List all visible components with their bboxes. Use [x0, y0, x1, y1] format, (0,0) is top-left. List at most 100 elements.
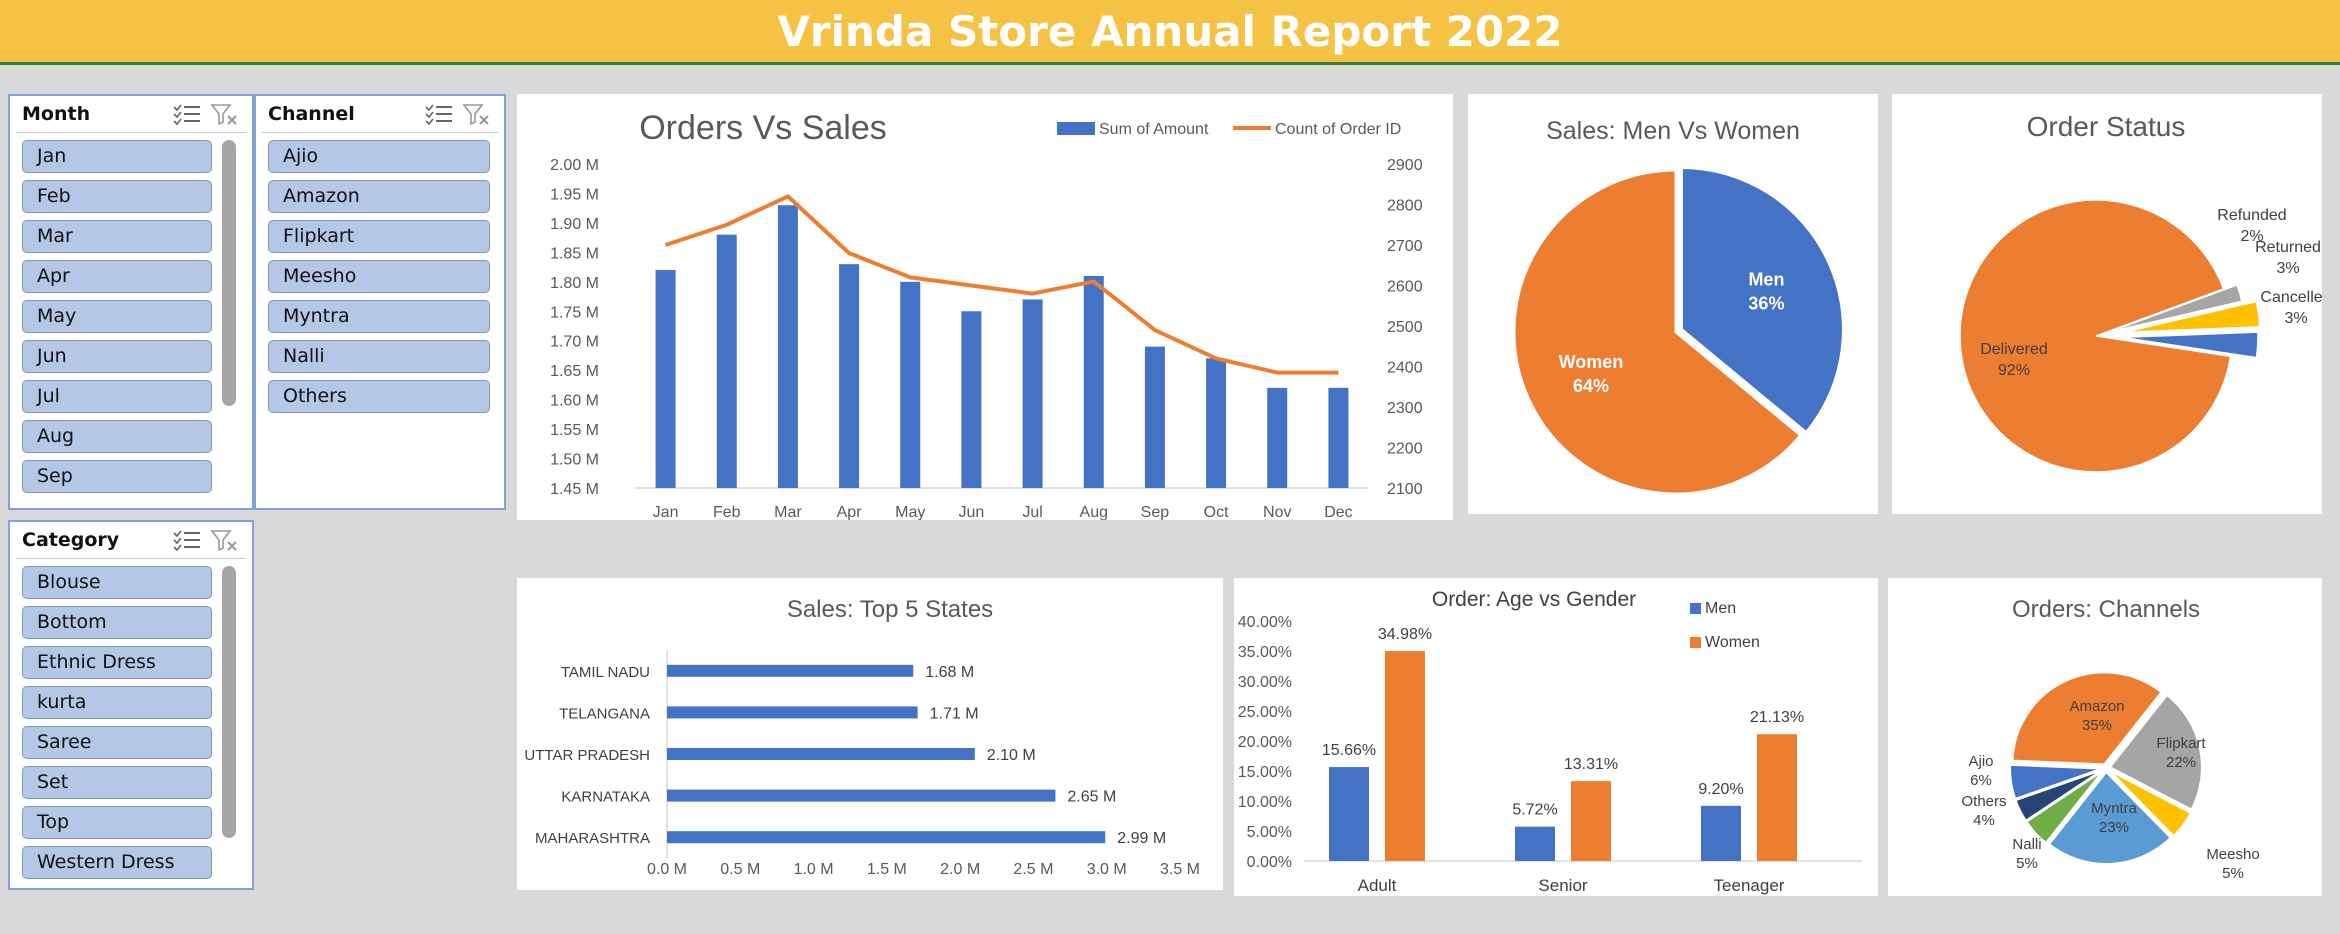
x-tick-label: Nov: [1263, 504, 1291, 520]
y-tick-label: 15.00%: [1238, 764, 1292, 781]
category-slicer[interactable]: Category Blouse Bottom Ethnic Dress kurta Sa…: [8, 520, 254, 890]
y-tick-label: KARNATAKA: [561, 789, 650, 806]
slice-ajio: [2009, 763, 2103, 801]
x-tick-label: Oct: [1204, 504, 1229, 520]
bar-value-label: 34.98%: [1378, 626, 1432, 643]
legend-swatch-women: [1690, 637, 1701, 648]
bar-value-label: 2.10 M: [987, 747, 1036, 764]
bar-value-label: 2.65 M: [1067, 789, 1116, 806]
order-status-chart: Order Status Delivered 92% Refunded 2%Return…: [1959, 111, 2332, 473]
category-scrollbar[interactable]: [222, 566, 236, 838]
slice-label-name: Men: [1748, 269, 1784, 289]
category-slicer-header: Category: [16, 522, 246, 559]
slice-label-name: Ajio: [1968, 753, 1993, 770]
bar-value-label: 1.68 M: [925, 664, 974, 681]
slice-men: [1679, 165, 1845, 435]
y-right-tick-label: 2800: [1387, 198, 1423, 215]
x-tick-label: 0.5 M: [720, 861, 760, 878]
slice-label-name: Myntra: [2091, 800, 2138, 817]
slicer-item-bottom[interactable]: Bottom: [22, 606, 212, 639]
y-tick-label: UTTAR PRADESH: [524, 747, 650, 764]
clear-filter-icon[interactable]: [210, 102, 240, 126]
slicer-item-ajio[interactable]: Ajio: [268, 140, 490, 173]
month-slicer-items: Jan Feb Mar Apr May Jun Jul Aug Sep: [22, 140, 212, 500]
slice-label-name: Cancelled: [2260, 289, 2322, 306]
channel-slicer-header: Channel: [262, 96, 498, 133]
bar-value-label: 1.71 M: [930, 705, 979, 722]
y-tick-label: MAHARASHTRA: [535, 830, 650, 847]
x-tick-label: Teenager: [1714, 876, 1785, 895]
slicer-item-meesho[interactable]: Meesho: [268, 260, 490, 293]
x-tick-label: Senior: [1538, 876, 1587, 895]
y-tick-label: TAMIL NADU: [561, 664, 650, 681]
slicer-item-flipkart[interactable]: Flipkart: [268, 220, 490, 253]
slicer-item-ethnic-dress[interactable]: Ethnic Dress: [22, 646, 212, 679]
slice-others: [2014, 768, 2103, 823]
slicer-item-jul[interactable]: Jul: [22, 380, 212, 413]
slice-label-name: Delivered: [1980, 341, 2048, 358]
slice-label-pct: 5%: [2016, 855, 2038, 872]
channels-panel: Orders: Channels Amazon 35% Flipkart 22% Mees…: [1888, 578, 2322, 896]
bar-value-label: 2.99 M: [1117, 830, 1166, 847]
slicer-item-apr[interactable]: Apr: [22, 260, 212, 293]
top-states-chart: Sales: Top 5 States 0.0 M 0.5 M 1.0 M 1.5 M 2…: [524, 596, 1200, 878]
y-left-tick-label: 1.80 M: [550, 275, 599, 292]
y-left-tick-label: 1.90 M: [550, 216, 599, 233]
slicer-item-jan[interactable]: Jan: [22, 140, 212, 173]
slicer-item-myntra[interactable]: Myntra: [268, 300, 490, 333]
slicer-item-nalli[interactable]: Nalli: [268, 340, 490, 373]
age-gender-chart: Order: Age vs Gender Men Women 40.00% 35.00%…: [1238, 588, 1862, 895]
bar-adult-men: [1329, 767, 1369, 861]
slice-women: [1512, 168, 1803, 496]
y-left-tick-label: 1.75 M: [550, 304, 599, 321]
slice-label-pct: 64%: [1573, 376, 1609, 396]
slice-delivered: [1959, 199, 2232, 473]
slice-label-pct: 6%: [1970, 772, 1992, 789]
slice-refunded: [2109, 283, 2243, 333]
slice-label-name: Returned: [2255, 239, 2321, 256]
y-tick-label: 10.00%: [1238, 794, 1292, 811]
slicer-item-jun[interactable]: Jun: [22, 340, 212, 373]
y-left-tick-label: 1.95 M: [550, 186, 599, 203]
slicer-item-may[interactable]: May: [22, 300, 212, 333]
month-scrollbar[interactable]: [222, 140, 236, 406]
slicer-item-kurta[interactable]: kurta: [22, 686, 212, 719]
slicer-item-top[interactable]: Top: [22, 806, 212, 839]
slice-label-name: Refunded: [2217, 207, 2286, 224]
bar-may: [900, 281, 921, 488]
multi-select-icon[interactable]: [172, 528, 202, 552]
month-slicer-header: Month: [16, 96, 246, 133]
order-status-panel: Order Status Delivered 92% Refunded 2% Return…: [1892, 94, 2332, 514]
slicer-item-blouse[interactable]: Blouse: [22, 566, 212, 599]
x-tick-label: 3.0 M: [1087, 861, 1127, 878]
month-slicer[interactable]: Month Jan Feb Mar Apr May Jun Jul Aug Sep: [8, 94, 254, 510]
slicer-item-western-dress[interactable]: Western Dress: [22, 846, 212, 879]
channel-slicer[interactable]: Channel Ajio Amazon Flipkart Meesho Myntra Na…: [254, 94, 506, 510]
y-right-tick-label: 2600: [1387, 279, 1423, 296]
legend-label-amount: Sum of Amount: [1099, 121, 1209, 138]
slice-label-pct: 36%: [1748, 293, 1784, 313]
bar-oct: [1206, 358, 1227, 488]
bar-feb: [716, 234, 737, 488]
slicer-item-saree[interactable]: Saree: [22, 726, 212, 759]
bar-nov: [1267, 387, 1288, 488]
bar-tamil-nadu: [667, 664, 914, 677]
slicer-item-amazon[interactable]: Amazon: [268, 180, 490, 213]
sales-gender-panel: Sales: Men Vs Women Men 36% Women 64%: [1468, 94, 1878, 514]
clear-filter-icon[interactable]: [462, 102, 492, 126]
y-tick-label: 35.00%: [1238, 644, 1292, 661]
multi-select-icon[interactable]: [424, 102, 454, 126]
slicer-item-set[interactable]: Set: [22, 766, 212, 799]
bar-maharashtra: [667, 831, 1106, 844]
bar-dec: [1328, 387, 1349, 488]
slicer-item-sep[interactable]: Sep: [22, 460, 212, 493]
bar-value-label: 9.20%: [1698, 781, 1743, 798]
slice-cancelled: [2121, 331, 2259, 359]
channel-slicer-items: Ajio Amazon Flipkart Meesho Myntra Nalli Other…: [268, 140, 490, 420]
slicer-item-aug[interactable]: Aug: [22, 420, 212, 453]
multi-select-icon[interactable]: [172, 102, 202, 126]
clear-filter-icon[interactable]: [210, 528, 240, 552]
slicer-item-feb[interactable]: Feb: [22, 180, 212, 213]
slicer-item-mar[interactable]: Mar: [22, 220, 212, 253]
slicer-item-others[interactable]: Others: [268, 380, 490, 413]
